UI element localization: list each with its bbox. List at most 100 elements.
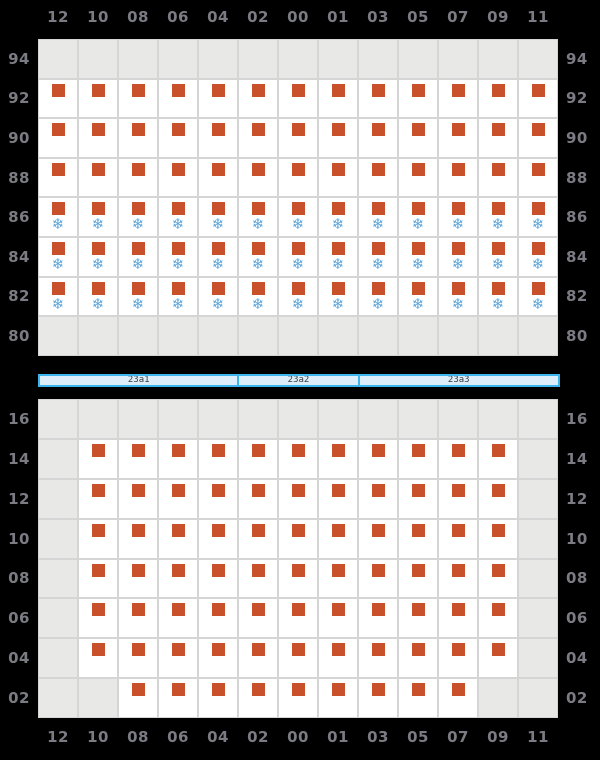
grid-cell[interactable] xyxy=(118,118,158,158)
grid-cell[interactable] xyxy=(438,438,478,479)
grid-cell[interactable] xyxy=(398,518,438,559)
grid-cell[interactable]: ❄ xyxy=(278,197,318,237)
grid-cell[interactable] xyxy=(398,678,438,718)
grid-cell[interactable]: ❄ xyxy=(158,197,198,237)
grid-cell[interactable]: ❄ xyxy=(238,276,278,317)
grid-cell[interactable]: ❄ xyxy=(358,236,398,277)
grid-cell[interactable]: ❄ xyxy=(278,236,318,277)
grid-cell[interactable] xyxy=(278,558,318,599)
grid-cell[interactable] xyxy=(78,118,118,158)
grid-cell[interactable] xyxy=(438,118,478,158)
section-segment[interactable]: 23a1 xyxy=(40,376,240,385)
grid-cell[interactable]: ❄ xyxy=(358,276,398,317)
grid-cell[interactable] xyxy=(118,478,158,519)
grid-cell[interactable] xyxy=(518,157,558,198)
grid-cell[interactable] xyxy=(438,598,478,639)
grid-cell[interactable]: ❄ xyxy=(518,197,558,237)
grid-cell[interactable] xyxy=(198,478,238,519)
grid-cell[interactable] xyxy=(238,118,278,158)
grid-cell[interactable] xyxy=(438,518,478,559)
grid-cell[interactable] xyxy=(358,638,398,679)
grid-cell[interactable] xyxy=(318,638,358,679)
grid-cell[interactable] xyxy=(358,598,398,639)
grid-cell[interactable] xyxy=(198,558,238,599)
grid-cell[interactable] xyxy=(478,598,518,639)
grid-cell[interactable]: ❄ xyxy=(238,236,278,277)
grid-cell[interactable] xyxy=(78,598,118,639)
grid-cell[interactable] xyxy=(478,78,518,119)
grid-cell[interactable] xyxy=(158,638,198,679)
grid-cell[interactable] xyxy=(198,678,238,718)
grid-cell[interactable]: ❄ xyxy=(478,276,518,317)
grid-cell[interactable] xyxy=(278,118,318,158)
grid-cell[interactable] xyxy=(78,157,118,198)
grid-cell[interactable] xyxy=(358,118,398,158)
grid-cell[interactable] xyxy=(78,478,118,519)
grid-cell[interactable] xyxy=(238,638,278,679)
grid-cell[interactable] xyxy=(398,78,438,119)
grid-cell[interactable]: ❄ xyxy=(478,236,518,277)
grid-cell[interactable]: ❄ xyxy=(78,236,118,277)
grid-cell[interactable]: ❄ xyxy=(118,197,158,237)
grid-cell[interactable]: ❄ xyxy=(398,197,438,237)
grid-cell[interactable] xyxy=(118,518,158,559)
grid-cell[interactable] xyxy=(78,518,118,559)
grid-cell[interactable] xyxy=(118,598,158,639)
grid-cell[interactable] xyxy=(78,438,118,479)
grid-cell[interactable] xyxy=(158,78,198,119)
grid-cell[interactable] xyxy=(278,478,318,519)
grid-cell[interactable] xyxy=(318,78,358,119)
grid-cell[interactable] xyxy=(358,478,398,519)
grid-cell[interactable] xyxy=(118,438,158,479)
grid-cell[interactable] xyxy=(318,157,358,198)
grid-cell[interactable] xyxy=(518,118,558,158)
grid-cell[interactable] xyxy=(38,118,78,158)
grid-cell[interactable] xyxy=(318,678,358,718)
grid-cell[interactable] xyxy=(438,638,478,679)
grid-cell[interactable] xyxy=(238,678,278,718)
grid-cell[interactable] xyxy=(398,598,438,639)
grid-cell[interactable]: ❄ xyxy=(78,197,118,237)
grid-cell[interactable] xyxy=(478,638,518,679)
grid-cell[interactable] xyxy=(318,518,358,559)
grid-cell[interactable] xyxy=(478,518,518,559)
grid-cell[interactable] xyxy=(38,157,78,198)
grid-cell[interactable] xyxy=(478,157,518,198)
grid-cell[interactable] xyxy=(38,78,78,119)
grid-cell[interactable] xyxy=(318,438,358,479)
grid-cell[interactable]: ❄ xyxy=(38,236,78,277)
grid-cell[interactable] xyxy=(158,598,198,639)
grid-cell[interactable] xyxy=(358,678,398,718)
grid-cell[interactable] xyxy=(278,598,318,639)
grid-cell[interactable] xyxy=(158,118,198,158)
grid-cell[interactable]: ❄ xyxy=(318,236,358,277)
grid-cell[interactable] xyxy=(198,118,238,158)
grid-cell[interactable] xyxy=(278,438,318,479)
grid-cell[interactable] xyxy=(438,678,478,718)
grid-cell[interactable]: ❄ xyxy=(118,276,158,317)
section-segment[interactable]: 23a2 xyxy=(239,376,360,385)
grid-cell[interactable] xyxy=(158,678,198,718)
grid-cell[interactable] xyxy=(198,157,238,198)
grid-cell[interactable] xyxy=(318,558,358,599)
grid-cell[interactable] xyxy=(438,78,478,119)
grid-cell[interactable] xyxy=(278,678,318,718)
grid-cell[interactable] xyxy=(318,478,358,519)
grid-cell[interactable]: ❄ xyxy=(198,236,238,277)
grid-cell[interactable] xyxy=(398,438,438,479)
grid-cell[interactable] xyxy=(118,157,158,198)
grid-cell[interactable] xyxy=(358,558,398,599)
grid-cell[interactable] xyxy=(198,438,238,479)
grid-cell[interactable]: ❄ xyxy=(158,236,198,277)
grid-cell[interactable] xyxy=(318,598,358,639)
grid-cell[interactable]: ❄ xyxy=(38,276,78,317)
grid-cell[interactable] xyxy=(478,118,518,158)
grid-cell[interactable] xyxy=(438,558,478,599)
grid-cell[interactable]: ❄ xyxy=(438,236,478,277)
grid-cell[interactable] xyxy=(478,558,518,599)
grid-cell[interactable] xyxy=(118,678,158,718)
grid-cell[interactable]: ❄ xyxy=(358,197,398,237)
grid-cell[interactable] xyxy=(198,598,238,639)
grid-cell[interactable] xyxy=(278,638,318,679)
grid-cell[interactable] xyxy=(158,157,198,198)
